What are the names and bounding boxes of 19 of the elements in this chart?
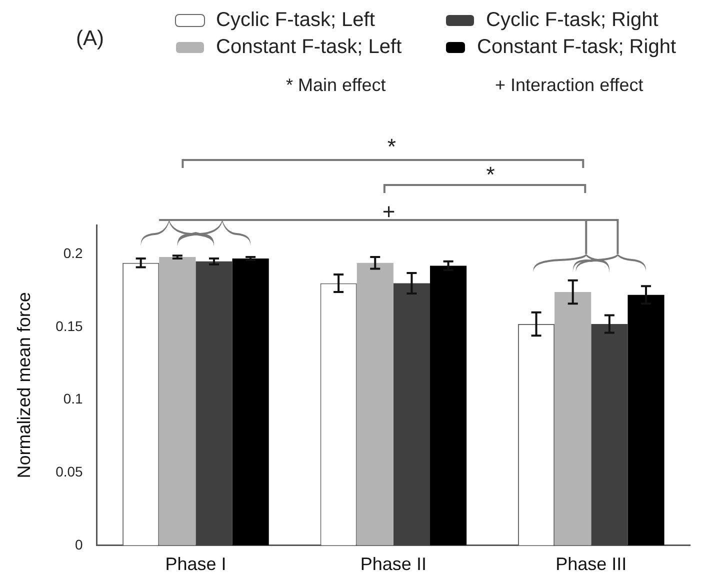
y-tick-label: 0.1: [63, 390, 84, 407]
text: *: [387, 134, 396, 160]
y-tick-label: 0: [75, 536, 84, 552]
legend-label: Constant F-task; Left: [216, 36, 402, 59]
x-tick-label: Phase I: [165, 554, 226, 574]
x-tick-label: Phase II: [360, 554, 426, 574]
y-tick-label: 0.2: [63, 244, 84, 261]
legend-label: Constant F-task; Right: [477, 36, 676, 59]
text: *: [486, 162, 495, 188]
text: (A): [76, 27, 104, 51]
y-tick-label: 0.05: [56, 463, 84, 480]
legend-label: Cyclic F-task; Left: [216, 9, 375, 32]
text: +: [382, 199, 396, 225]
x-tick-label: Phase III: [556, 554, 627, 574]
y-axis-title: Normalized mean force: [14, 292, 34, 478]
legend-label: Cyclic F-task; Right: [486, 9, 658, 32]
y-tick-label: 0.15: [56, 318, 84, 334]
text: * Main effect: [286, 75, 386, 96]
text: + Interaction effect: [495, 75, 644, 96]
